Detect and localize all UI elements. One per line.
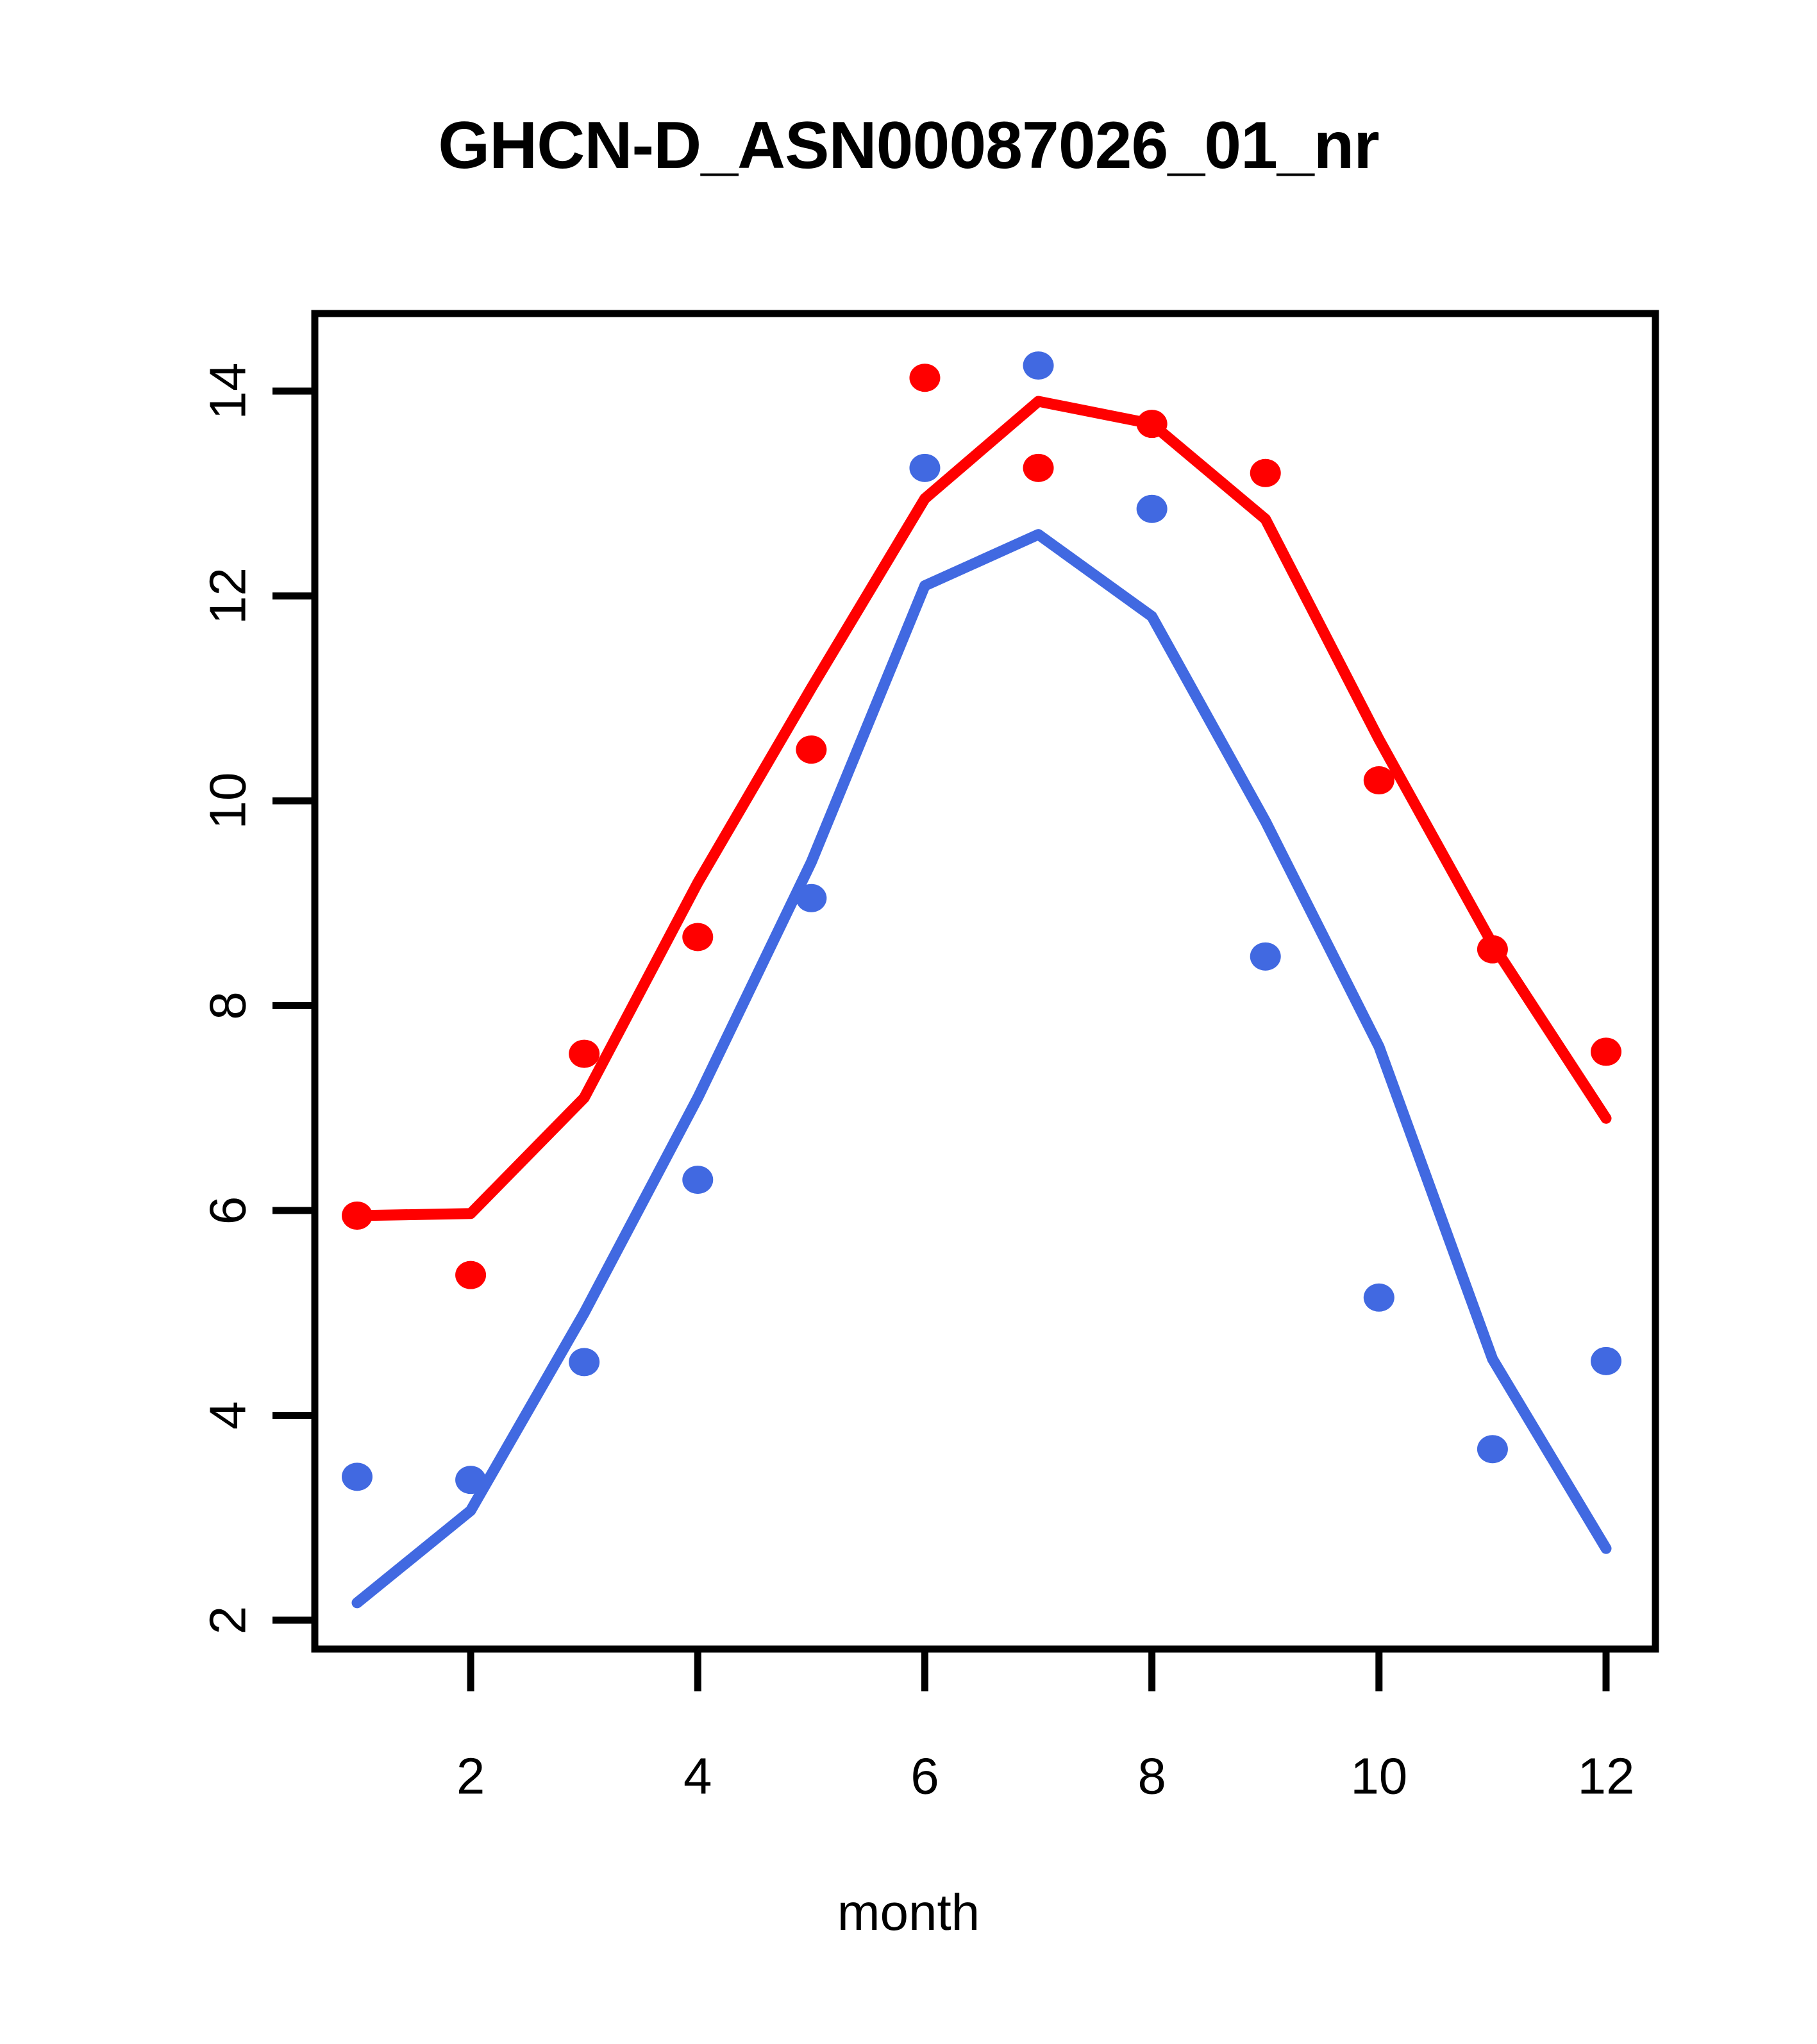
x-tick-label: 10 (1350, 1748, 1407, 1805)
data-point-blue-points (1363, 1283, 1394, 1312)
data-point-blue-points (342, 1462, 373, 1491)
y-tick-label: 6 (199, 1196, 256, 1225)
data-point-blue-points (569, 1348, 600, 1377)
data-point-red-points (1136, 410, 1168, 439)
data-point-red-points (682, 923, 714, 951)
data-point-blue-points (796, 884, 827, 912)
y-axis-ticks (272, 387, 315, 1624)
data-point-red-points (909, 364, 941, 392)
plot-frame (311, 310, 1659, 1653)
data-point-red-points (1477, 935, 1508, 964)
data-point-red-points (342, 1201, 373, 1230)
x-tick-label: 2 (456, 1748, 485, 1805)
x-axis-ticks (467, 1649, 1610, 1691)
series-line-blue-line (351, 529, 1612, 1609)
data-series-lines (351, 396, 1612, 1609)
data-series-points (342, 351, 1621, 1495)
y-axis-tick-labels: 2 4 6 8 10 12 14 (199, 363, 256, 1635)
series-line-red-line (351, 396, 1612, 1221)
x-tick-label: 12 (1578, 1748, 1635, 1805)
x-axis-tick-labels: 2 4 6 8 10 12 (456, 1748, 1635, 1805)
y-tick-label: 4 (199, 1401, 256, 1430)
data-point-blue-points (1136, 494, 1168, 523)
x-tick-label: 6 (910, 1748, 939, 1805)
data-point-red-points (455, 1261, 487, 1289)
data-point-red-points (1250, 458, 1281, 487)
data-point-blue-points (1477, 1435, 1508, 1464)
y-tick-label: 8 (199, 991, 256, 1020)
x-axis-title: month (837, 1884, 980, 1941)
page-title: GHCN-D_ASN00087026_01_nr (438, 108, 1379, 183)
data-point-blue-points (455, 1466, 487, 1495)
data-point-blue-points (682, 1166, 714, 1194)
x-tick-label: 4 (683, 1748, 712, 1805)
data-point-red-points (569, 1039, 600, 1068)
data-point-red-points (1363, 766, 1394, 795)
y-tick-label: 10 (199, 773, 256, 830)
data-point-red-points (1591, 1037, 1621, 1066)
data-point-blue-points (909, 453, 941, 482)
y-tick-label: 14 (199, 363, 256, 420)
data-point-blue-points (1023, 351, 1054, 380)
y-tick-label: 12 (199, 567, 256, 624)
data-point-blue-points (1591, 1346, 1621, 1375)
data-point-red-points (1023, 453, 1054, 482)
data-point-blue-points (1250, 942, 1281, 971)
data-point-red-points (796, 735, 827, 764)
x-tick-label: 8 (1137, 1748, 1166, 1805)
y-tick-label: 2 (199, 1606, 256, 1635)
